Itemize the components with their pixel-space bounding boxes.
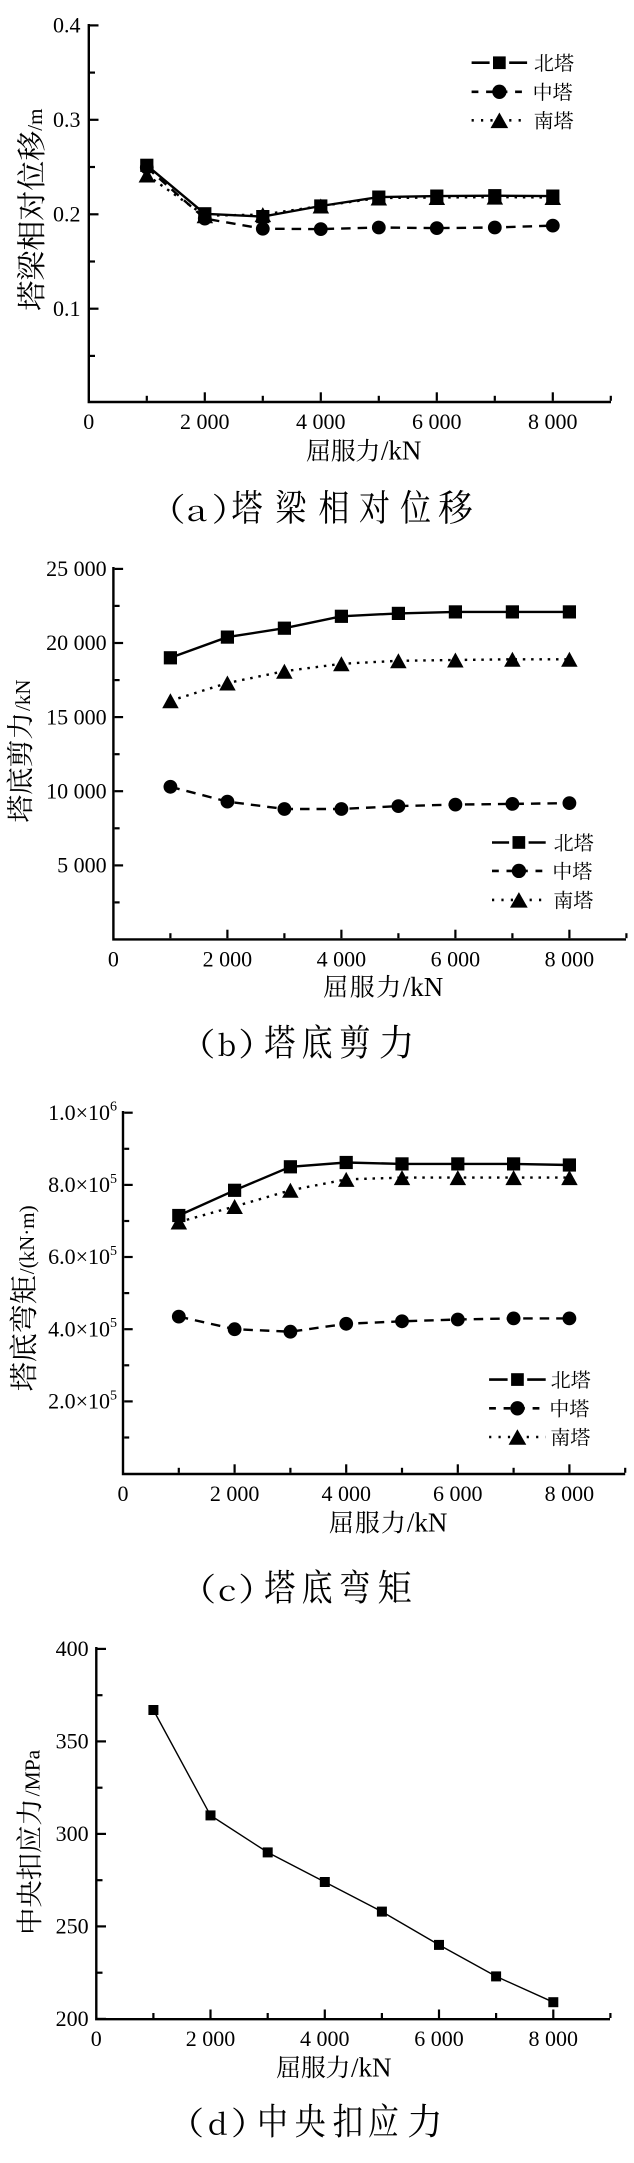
svg-text:/MPa: /MPa <box>20 1749 44 1796</box>
svg-text:8 000: 8 000 <box>545 946 595 971</box>
svg-text:250: 250 <box>56 1914 89 1939</box>
svg-text:20 000: 20 000 <box>46 630 107 655</box>
svg-text:15 000: 15 000 <box>46 704 107 729</box>
svg-text:6 000: 6 000 <box>412 409 462 434</box>
svg-text:0.1: 0.1 <box>53 296 81 321</box>
svg-text:8 000: 8 000 <box>528 409 578 434</box>
svg-text:4 000: 4 000 <box>296 409 346 434</box>
svg-text:2 000: 2 000 <box>203 946 253 971</box>
svg-text:300: 300 <box>56 1821 89 1846</box>
svg-text:0: 0 <box>108 946 119 971</box>
svg-text:0: 0 <box>118 1481 129 1506</box>
svg-text:350: 350 <box>56 1729 89 1754</box>
svg-text:4.0×105: 4.0×105 <box>48 1316 117 1341</box>
svg-text:0.4: 0.4 <box>53 13 81 38</box>
svg-text:8 000: 8 000 <box>545 1481 595 1506</box>
svg-text:/(kN·m): /(kN·m) <box>15 1205 39 1274</box>
svg-text:400: 400 <box>56 1636 89 1661</box>
svg-text:/kN: /kN <box>11 680 35 712</box>
svg-text:5 000: 5 000 <box>57 853 107 878</box>
svg-text:6 000: 6 000 <box>433 1481 483 1506</box>
svg-text:2 000: 2 000 <box>186 2026 236 2051</box>
svg-text:0: 0 <box>91 2026 102 2051</box>
svg-text:/kN: /kN <box>381 436 422 466</box>
svg-text:/m: /m <box>23 109 47 131</box>
svg-text:0.3: 0.3 <box>53 107 81 132</box>
svg-text:25 000: 25 000 <box>46 556 107 581</box>
svg-text:/kN: /kN <box>351 2052 392 2082</box>
svg-text:8 000: 8 000 <box>529 2026 579 2051</box>
svg-text:6.0×105: 6.0×105 <box>48 1244 117 1269</box>
svg-text:200: 200 <box>56 2006 89 2031</box>
svg-text:4 000: 4 000 <box>321 1481 371 1506</box>
svg-text:4 000: 4 000 <box>300 2026 350 2051</box>
svg-text:4 000: 4 000 <box>317 946 367 971</box>
svg-text:0: 0 <box>83 409 94 434</box>
svg-text:6 000: 6 000 <box>414 2026 464 2051</box>
svg-text:6 000: 6 000 <box>431 946 481 971</box>
svg-text:1.0×106: 1.0×106 <box>48 1100 117 1125</box>
svg-text:8.0×105: 8.0×105 <box>48 1172 117 1197</box>
svg-text:/kN: /kN <box>407 1508 448 1538</box>
svg-text:0.2: 0.2 <box>53 202 81 227</box>
svg-text:2 000: 2 000 <box>210 1481 260 1506</box>
svg-text:10 000: 10 000 <box>46 779 107 804</box>
svg-text:2 000: 2 000 <box>180 409 230 434</box>
svg-text:/kN: /kN <box>403 972 444 1002</box>
svg-text:2.0×105: 2.0×105 <box>48 1388 117 1413</box>
